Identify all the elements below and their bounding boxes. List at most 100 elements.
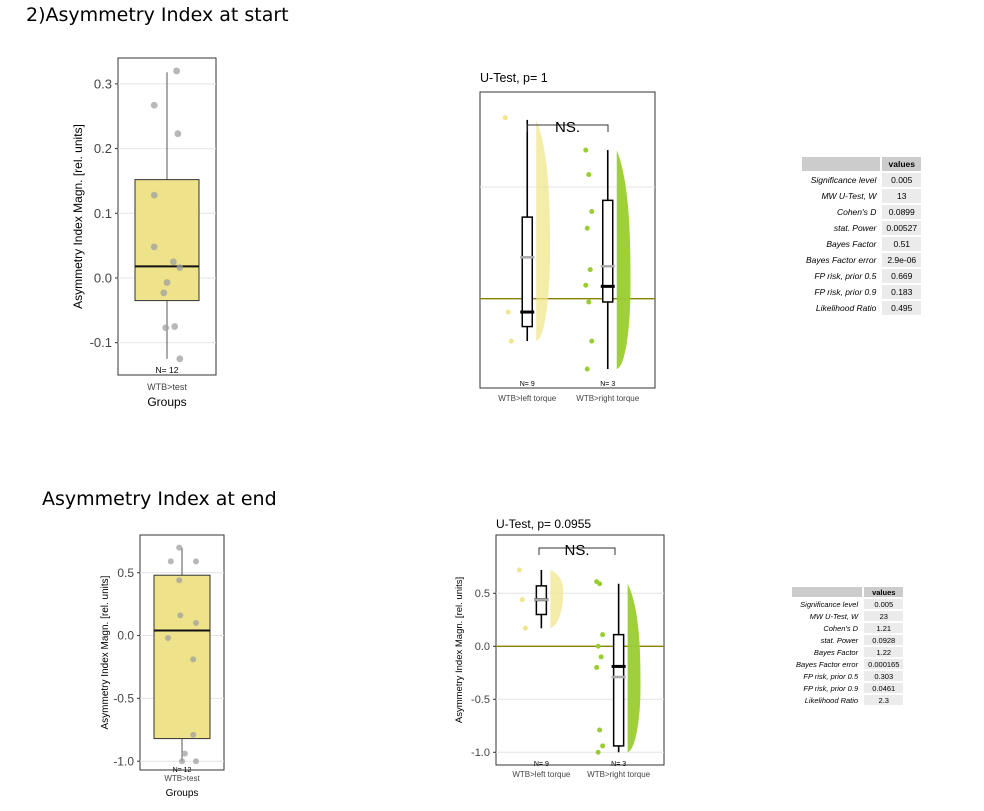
category-label: WTB>right torque [587,770,650,779]
data-point [176,355,184,363]
stats-value: 1.22 [864,647,904,657]
box-body [612,633,625,747]
density-left [550,569,564,629]
data-point [150,243,158,251]
stats-row: Cohen's D 0.0899 [802,205,922,219]
data-point [150,191,158,199]
data-point [160,289,168,297]
data-point [190,731,197,738]
density-right [627,583,641,753]
data-point [181,750,188,757]
stats-value: 0.0461 [864,683,904,693]
data-point [177,612,184,619]
n-label: N= 12 [156,365,179,375]
box-body [153,574,211,740]
stats-label: MW U-Test, W [821,191,877,201]
data-point [598,654,604,660]
data-point [519,597,525,603]
stats-row: FP risk, prior 0.9 0.183 [802,285,922,299]
stats-label: Significance level [800,599,859,609]
stats-label: Likelihood Ratio [804,695,859,705]
stats-table-start: values Significance level 0.005 MW U-Test… [800,155,923,317]
stats-row: Cohen's D 1.21 [792,623,904,633]
stats-value: 0.51 [882,237,922,251]
data-point [505,309,511,315]
data-point [600,632,606,638]
data-point [193,558,199,565]
stats-label: stat. Power [833,223,877,233]
n-label: N= 3 [611,761,626,768]
data-point [589,209,595,215]
data-point [595,749,601,755]
y-tick-label: 0.2 [94,141,112,156]
box-body [521,216,533,328]
y-tick-label: 0.3 [94,76,112,91]
stats-value: 0.669 [882,269,922,283]
density-left [536,119,550,342]
significance-bracket [538,547,616,555]
density-right [616,150,631,370]
y-tick-label: -0.1 [90,335,112,350]
data-point [193,758,199,765]
stats-label: Significance level [810,175,877,185]
stats-value: 13 [882,189,922,203]
y-tick-label: -0.5 [113,692,134,706]
stats-row: Likelihood Ratio 0.495 [802,301,922,315]
stats-value: 0.00527 [882,221,922,235]
data-point [595,643,601,649]
stats-label: stat. Power [820,635,859,645]
data-point [522,625,528,631]
stats-label: FP risk, prior 0.5 [803,671,859,681]
y-tick-label: 0.5 [475,588,490,600]
stats-label: Cohen's D [823,623,859,633]
data-point [597,581,603,587]
stats-value: 0.0928 [864,635,904,645]
data-point [179,758,185,765]
category-label: WTB>test [147,382,187,392]
data-point [583,282,589,288]
significance-label: NS. [564,542,589,559]
box-body [602,199,614,303]
stats-label: MW U-Test, W [809,611,859,621]
n-label: N= 9 [534,761,549,768]
y-tick-label: 0.1 [94,206,112,221]
stats-header: values [864,587,904,597]
stats-row: stat. Power 0.00527 [802,221,922,235]
data-point [193,619,199,626]
y-tick-label: -1.0 [113,754,134,768]
data-point [165,635,171,642]
category-label: WTB>right torque [576,394,639,403]
x-axis-label: Groups [147,395,186,409]
stats-row: FP risk, prior 0.9 0.0461 [792,683,904,693]
stats-value: 23 [864,611,904,621]
data-point [600,743,606,749]
stats-value: 0.495 [882,301,922,315]
category-label: WTB>left torque [498,394,557,403]
data-point [163,279,171,286]
stats-row: MW U-Test, W 23 [792,611,904,621]
stats-row: MW U-Test, W 13 [802,189,922,203]
stats-header: values [882,157,922,171]
stats-label: FP risk, prior 0.9 [803,683,859,693]
y-axis-label: Asymmetry Index Magn. [rel. units] [100,575,111,729]
stats-value: 0.183 [882,285,922,299]
stats-label: Bayes Factor error [796,659,859,669]
stats-label: Likelihood Ratio [815,303,877,313]
stats-label: Bayes Factor error [806,255,877,265]
data-point [502,115,508,121]
stats-table-end: values Significance level 0.005 MW U-Test… [790,585,905,707]
section-title-start: 2)Asymmetry Index at start [26,4,289,26]
stats-row: Likelihood Ratio 2.3 [792,695,904,705]
y-tick-label: 0.0 [94,271,112,286]
stats-row: Significance level 0.005 [792,599,904,609]
stats-row: FP risk, prior 0.5 0.669 [802,269,922,283]
data-point [597,727,603,733]
y-tick-label: -1.0 [471,747,490,759]
stats-value: 0.000165 [864,659,904,669]
chart-title: U-Test, p= 0.0955 [496,517,591,531]
stats-row: Bayes Factor 1.22 [792,647,904,657]
stats-label: FP risk, prior 0.5 [814,271,877,281]
y-tick-label: 0.0 [475,641,490,653]
stats-label: Bayes Factor [826,239,877,249]
data-point [150,101,158,109]
